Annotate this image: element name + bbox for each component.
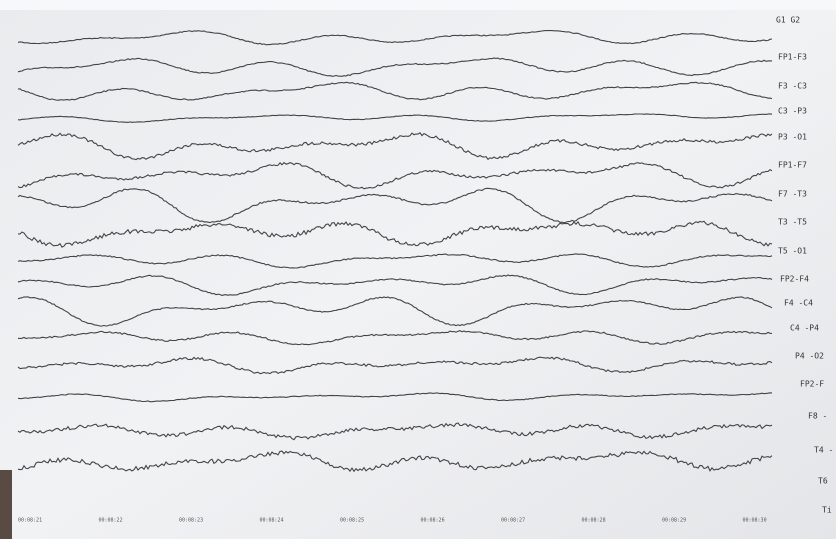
channel-label: FP2-F	[800, 380, 824, 389]
time-label: 00:08:28	[582, 518, 606, 524]
left-shadow	[0, 470, 12, 539]
time-label: 00:08:29	[662, 518, 686, 524]
top-edge	[0, 0, 836, 10]
channel-label: T5 -O1	[778, 247, 807, 256]
channel-label: C4 -P4	[790, 324, 819, 333]
channel-label: FP1-F3	[778, 53, 807, 62]
channel-label: C3 -P3	[778, 107, 807, 116]
time-label: 00:08:23	[179, 518, 203, 524]
channel-label: FP2-F4	[780, 275, 809, 284]
channel-label: FP1-F7	[778, 161, 807, 170]
time-label: 00:08:27	[501, 518, 525, 524]
header-label: G1 G2	[776, 16, 800, 25]
time-label: 00:08:26	[421, 518, 445, 524]
time-label: 00:08:25	[340, 518, 364, 524]
time-label: 00:08:22	[99, 518, 123, 524]
channel-label: F7 -T3	[778, 190, 807, 199]
time-label: 00:08:21	[18, 518, 42, 524]
time-label: 00:08:24	[260, 518, 284, 524]
eeg-sheet: G1 G2 FP1-F3 F3 -C3 C3 -P3 P3 -O1 FP1-F7 F7 -…	[0, 0, 836, 539]
channel-label: T4 -	[814, 446, 833, 455]
channel-label: P4 -O2	[795, 352, 824, 361]
channel-label: P3 -O1	[778, 133, 807, 142]
channel-label: F4 -C4	[784, 299, 813, 308]
channel-label: F3 -C3	[778, 82, 807, 91]
channel-label: F8 -	[808, 412, 827, 421]
channel-label: T3 -T5	[778, 218, 807, 227]
paper	[0, 0, 836, 539]
time-label: 00:08:30	[743, 518, 767, 524]
channel-label: T6	[818, 477, 828, 486]
footer-label: Ti	[822, 506, 832, 515]
